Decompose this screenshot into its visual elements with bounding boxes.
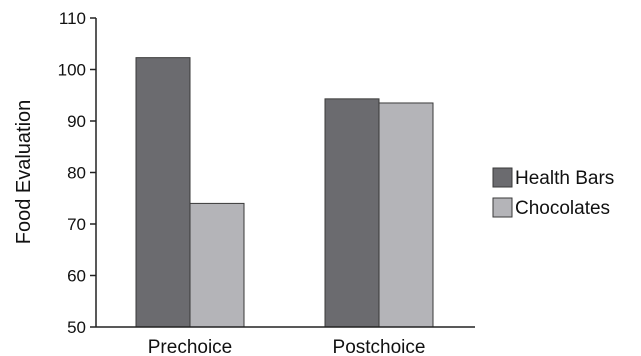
y-tick-label: 90 — [67, 112, 86, 131]
x-category-label: Postchoice — [333, 337, 426, 356]
y-axis-title: Food Evaluation — [13, 100, 35, 245]
bar-health-bars-postchoice — [324, 98, 380, 328]
legend: Health Bars Chocolates — [492, 167, 614, 219]
y-axis-ticks: 50 60 70 80 90 100 110 — [58, 9, 96, 337]
category-labels: Prechoice Postchoice — [148, 337, 426, 356]
legend-label: Health Bars — [515, 168, 614, 189]
y-tick-label: 100 — [58, 61, 86, 80]
y-tick-label: 80 — [67, 164, 86, 183]
x-category-label: Prechoice — [148, 337, 233, 356]
bar-chocolates-prechoice — [189, 202, 245, 328]
legend-label: Chocolates — [515, 198, 610, 219]
bars-group — [135, 57, 434, 328]
y-tick-label: 60 — [67, 267, 86, 286]
y-tick-label: 110 — [59, 9, 86, 28]
legend-swatch — [492, 197, 513, 218]
y-tick-label: 50 — [67, 318, 86, 337]
bar-chocolates-postchoice — [378, 102, 434, 328]
bar-health-bars-prechoice — [135, 57, 191, 328]
legend-swatch — [492, 167, 513, 188]
y-tick-label: 70 — [67, 215, 86, 234]
